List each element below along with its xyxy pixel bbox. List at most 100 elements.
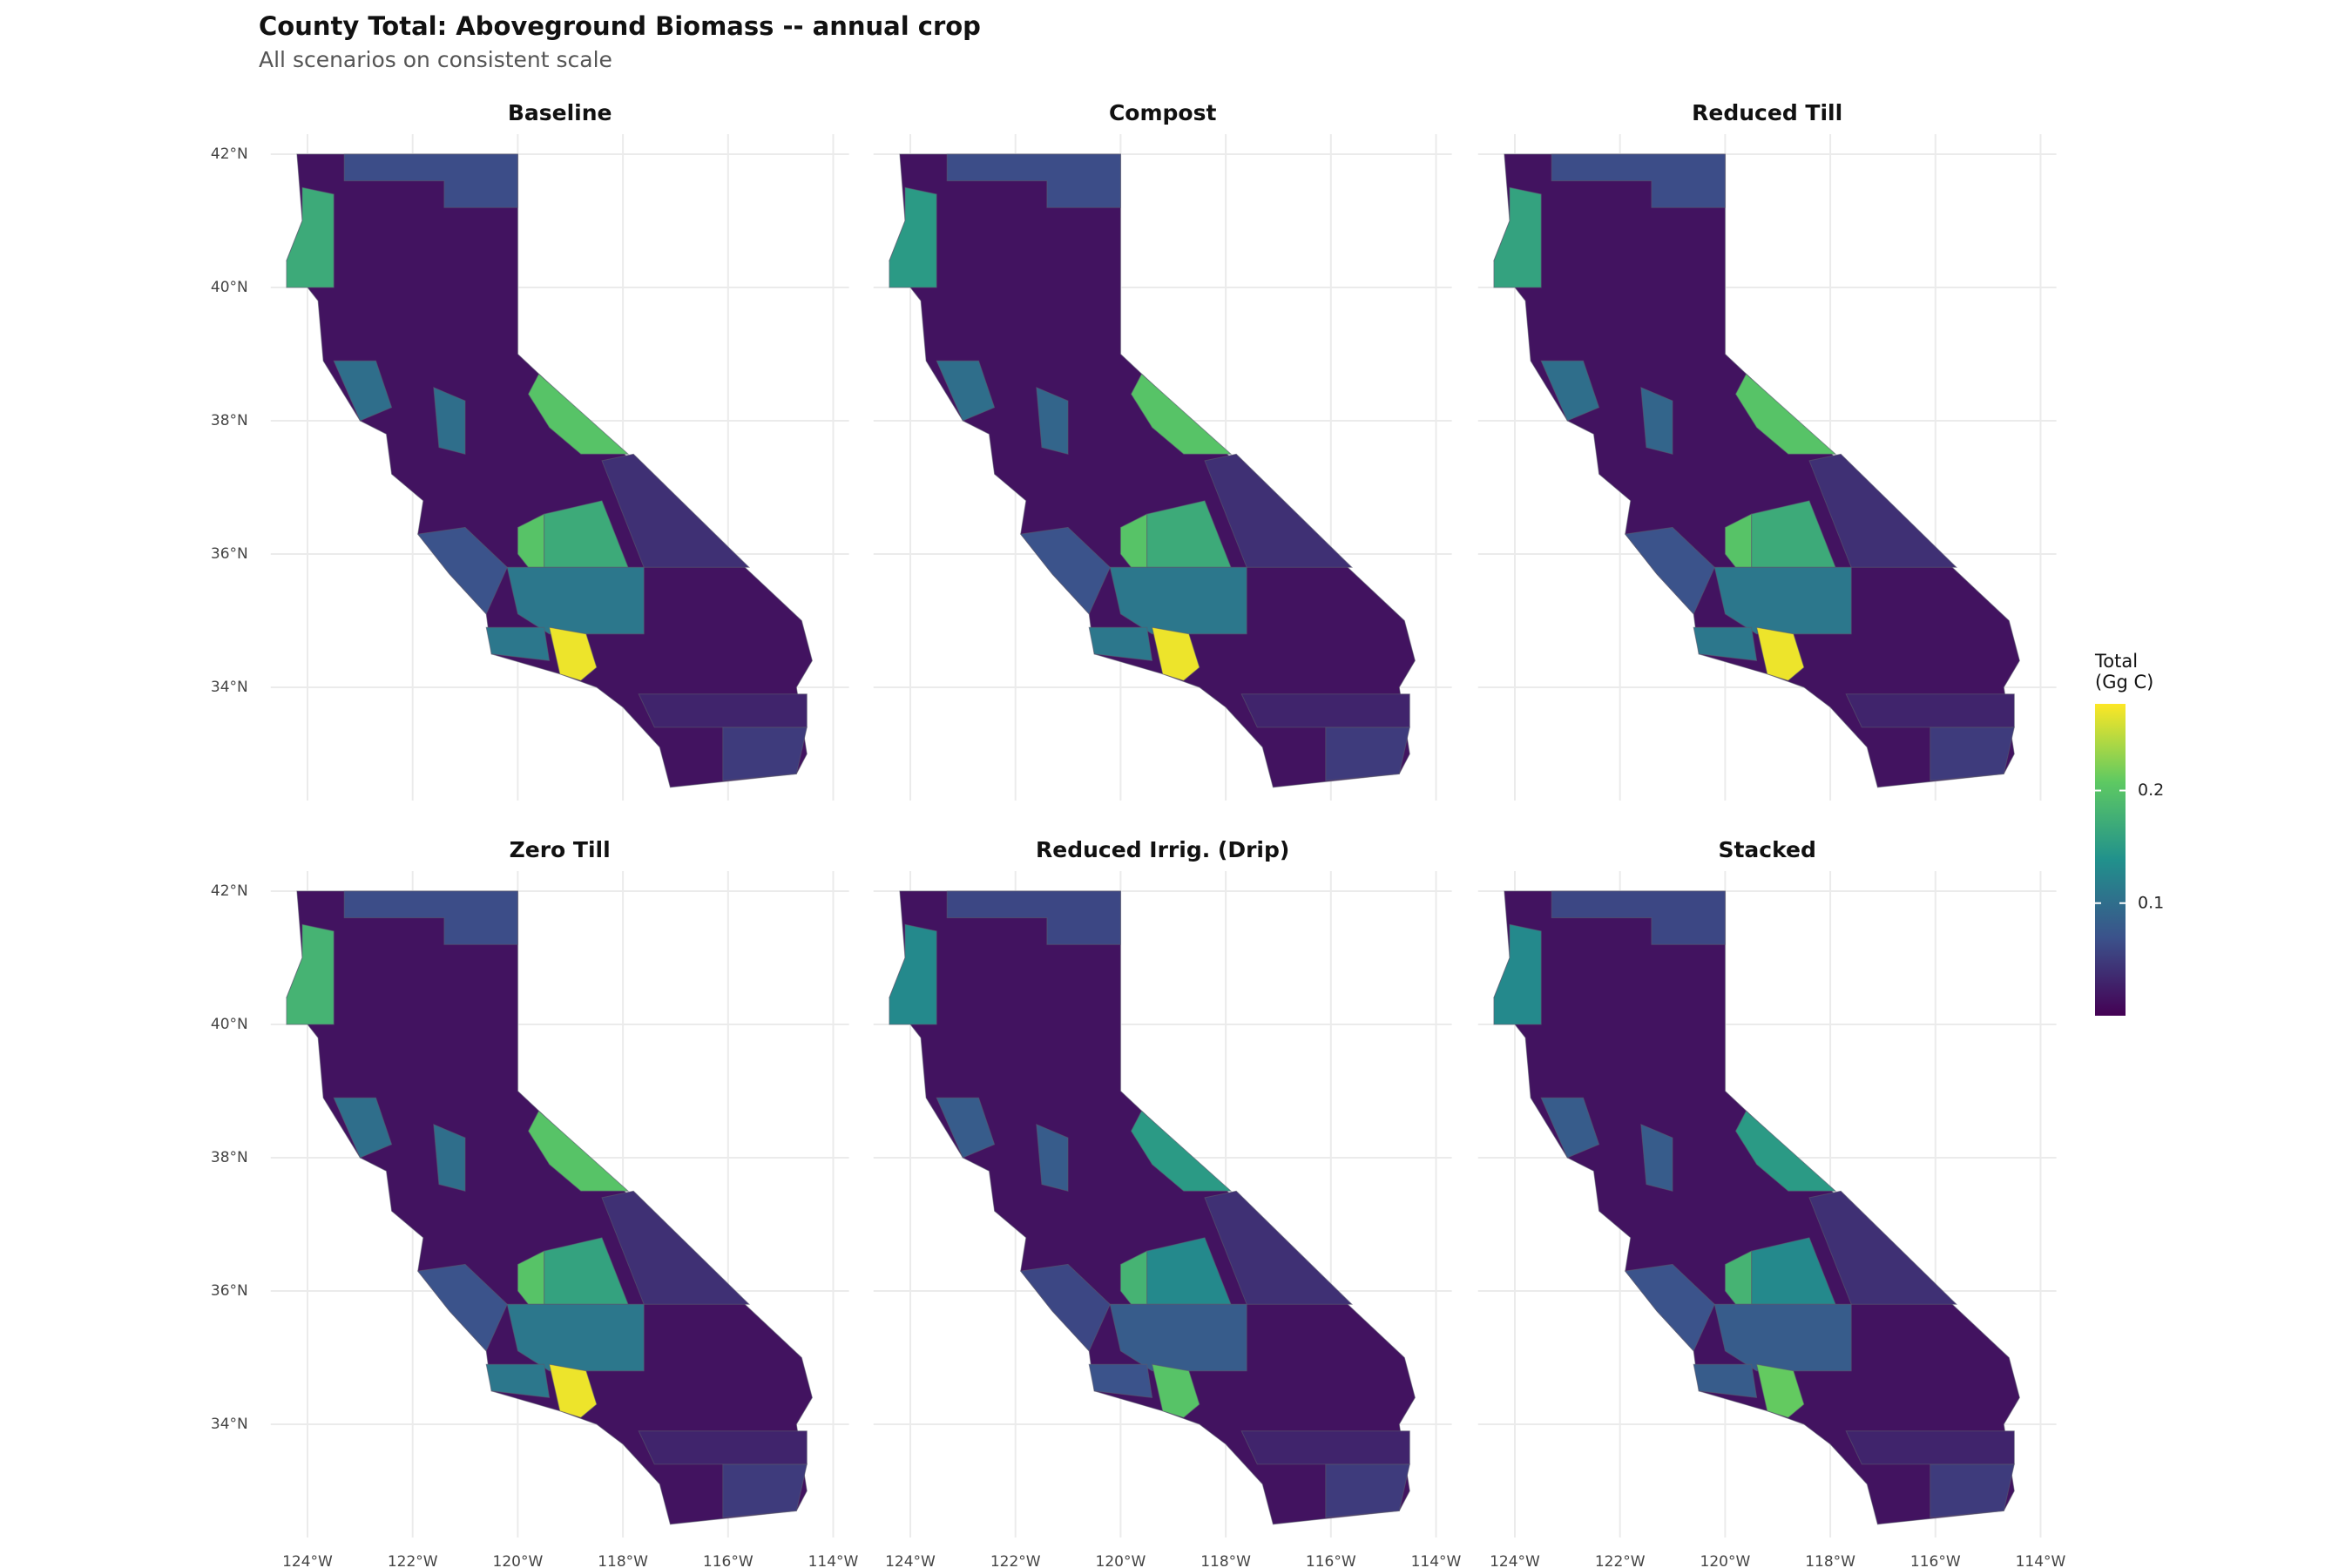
county-region — [1109, 566, 1247, 635]
county-region — [936, 360, 996, 422]
y-tick-label: 40°N — [211, 1016, 248, 1033]
county-region — [286, 186, 335, 288]
county-region — [1240, 693, 1410, 728]
county-region — [1151, 626, 1200, 681]
county-region — [1325, 727, 1410, 781]
county-region — [1734, 373, 1837, 455]
county-region — [1640, 387, 1673, 455]
y-tick-label: 34°N — [211, 1416, 248, 1433]
county-region — [1640, 1124, 1673, 1192]
panel: Zero Till 34°N 36°N 38°N 40°N 42°N 124°W 122°W 1… — [211, 837, 859, 1568]
county-region — [1151, 1363, 1200, 1418]
county-region — [333, 360, 393, 422]
y-tick-label: 38°N — [211, 1149, 248, 1166]
x-tick-label: 118°W — [598, 1553, 648, 1568]
y-tick-label: 36°N — [211, 1282, 248, 1300]
county-region — [1624, 1263, 1715, 1352]
y-tick-label: 38°N — [211, 412, 248, 429]
county-region — [1540, 360, 1600, 422]
colorbar-tick-label: 0.1 — [2138, 893, 2164, 912]
colorbar — [2095, 704, 2126, 1016]
county-region — [936, 1097, 996, 1159]
x-tick-label: 114°W — [2016, 1553, 2066, 1568]
county-region — [1734, 1110, 1837, 1192]
panel-title: Stacked — [1718, 837, 1815, 862]
county-region — [286, 890, 813, 1525]
county-region — [1845, 1430, 2015, 1465]
county-region — [1036, 387, 1069, 455]
x-tick-label: 116°W — [1306, 1553, 1356, 1568]
county-region — [485, 1363, 551, 1398]
county-region — [1930, 727, 2015, 781]
panel-title: Compost — [1109, 100, 1217, 125]
panel: Reduced Irrig. (Drip) 124°W 122°W 120°W 118°… — [873, 837, 1462, 1568]
county-region — [416, 1263, 508, 1352]
county-region — [1713, 1303, 1852, 1372]
county-region — [286, 923, 335, 1025]
colorbar-tick-label: 0.2 — [2138, 781, 2164, 800]
county-region — [548, 1363, 598, 1418]
y-tick-label: 36°N — [211, 545, 248, 563]
county-region — [1088, 1363, 1153, 1398]
county-region — [638, 1430, 808, 1465]
county-region — [889, 890, 1416, 1525]
chart-subtitle: All scenarios on consistent scale — [259, 47, 612, 72]
county-region — [1130, 1110, 1233, 1192]
county-region — [1036, 1124, 1069, 1192]
x-tick-label: 116°W — [703, 1553, 754, 1568]
x-tick-label: 114°W — [808, 1553, 859, 1568]
county-region — [527, 373, 630, 455]
county-region — [889, 153, 1416, 788]
county-region — [1755, 626, 1805, 681]
panel-title: Reduced Till — [1692, 100, 1842, 125]
county-region — [506, 566, 645, 635]
county-region — [1930, 1463, 2015, 1518]
county-region — [1540, 1097, 1600, 1159]
county-region — [1204, 1190, 1354, 1305]
county-region — [343, 890, 518, 945]
y-tick-label: 42°N — [211, 882, 248, 900]
county-region — [1019, 526, 1111, 615]
x-tick-label: 124°W — [282, 1553, 333, 1568]
county-region — [601, 453, 751, 568]
x-tick-label: 120°W — [1700, 1553, 1751, 1568]
county-region — [1493, 923, 1542, 1025]
county-region — [433, 387, 466, 455]
county-region — [1493, 153, 2020, 788]
county-region — [343, 153, 518, 208]
county-region — [333, 1097, 393, 1159]
county-region — [1808, 1190, 1958, 1305]
legend-title: Total — [2094, 651, 2138, 672]
county-region — [1204, 453, 1354, 568]
panel: Baseline 34°N 36°N 38°N 40°N 42°N — [211, 100, 849, 801]
x-tick-label: 120°W — [1096, 1553, 1146, 1568]
county-region — [506, 1303, 645, 1372]
county-region — [638, 693, 808, 728]
county-region — [1493, 186, 1542, 288]
panel-title: Zero Till — [510, 837, 611, 862]
x-tick-label: 114°W — [1411, 1553, 1462, 1568]
x-tick-label: 120°W — [493, 1553, 544, 1568]
county-region — [1109, 1303, 1247, 1372]
county-region — [946, 890, 1121, 945]
x-tick-label: 124°W — [1490, 1553, 1540, 1568]
county-region — [527, 1110, 630, 1192]
county-region — [889, 186, 937, 288]
county-region — [1130, 373, 1233, 455]
panel-title: Reduced Irrig. (Drip) — [1036, 837, 1289, 862]
county-region — [286, 153, 813, 788]
county-region — [1808, 453, 1958, 568]
county-region — [1493, 890, 2020, 1525]
county-region — [601, 1190, 751, 1305]
county-region — [1713, 566, 1852, 635]
x-tick-label: 116°W — [1910, 1553, 1961, 1568]
county-region — [485, 626, 551, 661]
county-region — [889, 923, 937, 1025]
county-region — [1845, 693, 2015, 728]
chart-title: County Total: Aboveground Biomass -- ann… — [259, 11, 981, 41]
panel: Stacked 124°W 122°W 120°W 118°W 116°W 114°W — [1477, 837, 2066, 1568]
panel: Reduced Till — [1477, 100, 2057, 801]
y-tick-label: 34°N — [211, 679, 248, 696]
x-tick-label: 122°W — [990, 1553, 1041, 1568]
